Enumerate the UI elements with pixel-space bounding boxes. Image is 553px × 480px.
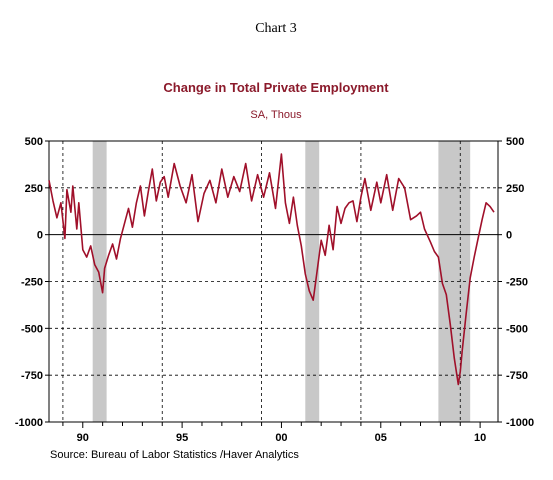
recession-band — [305, 141, 320, 422]
y-tick-label-left: -500 — [21, 323, 43, 335]
x-tick-label: 95 — [176, 432, 188, 444]
y-tick-label-right: -250 — [506, 277, 528, 289]
y-tick-label-left: 250 — [25, 183, 43, 195]
y-tick-label-right: 0 — [506, 230, 512, 242]
source-note: Source: Bureau of Labor Statistics /Have… — [50, 449, 299, 461]
x-tick-label: 05 — [375, 432, 387, 444]
chart-subtitle: SA, Thous — [250, 109, 302, 121]
axes — [45, 140, 502, 428]
y-axis-left-labels: 500 250 0 -250 -500 -750 -1000 — [15, 136, 43, 429]
x-tick-label: 00 — [275, 432, 287, 444]
x-tick-label: 10 — [474, 432, 486, 444]
x-tick-label: 90 — [77, 432, 89, 444]
x-axis-labels: 90 95 00 05 10 — [77, 432, 487, 444]
y-tick-label-left: -1000 — [15, 417, 43, 429]
y-tick-label-left: -250 — [21, 277, 43, 289]
y-tick-label-left: 0 — [37, 230, 43, 242]
y-tick-label-right: -750 — [506, 370, 528, 382]
y-tick-label-right: 250 — [506, 183, 524, 195]
gridlines — [49, 141, 498, 422]
chart-title: Change in Total Private Employment — [163, 80, 389, 95]
y-tick-label-right: -500 — [506, 323, 528, 335]
y-tick-label-right: 500 — [506, 136, 524, 148]
chart-heading: Chart 3 — [255, 21, 297, 36]
series-line — [48, 153, 495, 386]
series-layer — [48, 153, 495, 386]
y-tick-label-right: -1000 — [506, 417, 534, 429]
y-tick-label-left: 500 — [25, 136, 43, 148]
y-tick-label-left: -750 — [21, 370, 43, 382]
y-axis-right-labels: 500 250 0 -250 -500 -750 -1000 — [506, 136, 534, 429]
